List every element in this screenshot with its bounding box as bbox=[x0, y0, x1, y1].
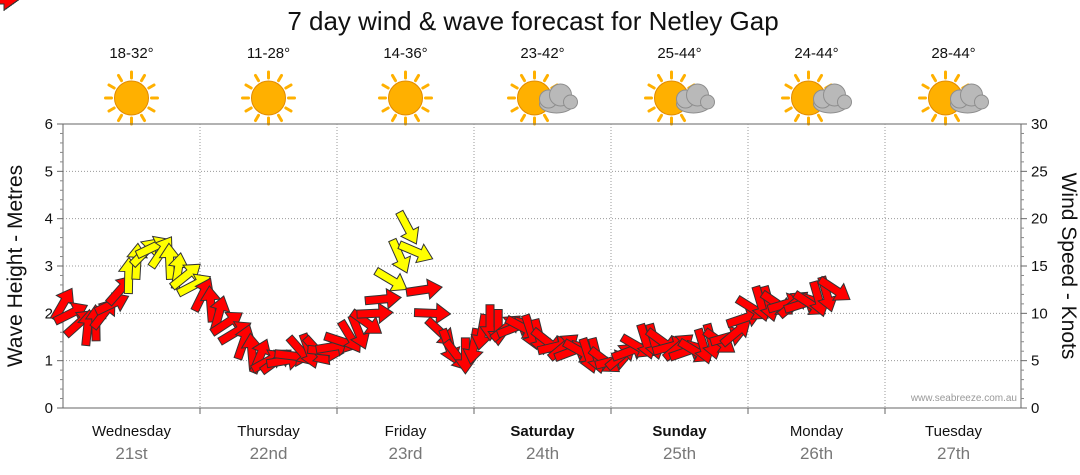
day-name: Saturday bbox=[510, 423, 575, 440]
day-date: 24th bbox=[526, 444, 559, 463]
day-date: 25th bbox=[663, 444, 696, 463]
gridlines bbox=[63, 124, 1021, 408]
partly-cloudy-icon bbox=[644, 70, 715, 126]
day-name: Sunday bbox=[652, 423, 707, 440]
left-tick-label: 2 bbox=[45, 305, 53, 322]
left-tick-label: 5 bbox=[45, 163, 53, 180]
wind-arrows bbox=[0, 0, 851, 376]
left-tick-label: 1 bbox=[45, 353, 53, 370]
day-name: Friday bbox=[385, 423, 427, 440]
day-temperature: 11-28° bbox=[247, 45, 290, 62]
day-header: 18-32° 11-28° 14-36° 23-42° 25-44° 24-44° 28-4… bbox=[104, 45, 989, 126]
wind-arrow bbox=[190, 277, 214, 313]
right-tick-label: 5 bbox=[1031, 353, 1039, 370]
partly-cloudy-icon bbox=[918, 70, 989, 126]
wind-arrow bbox=[373, 266, 408, 292]
right-tick-label: 15 bbox=[1031, 258, 1048, 275]
day-temperature: 18-32° bbox=[109, 45, 153, 62]
day-name: Wednesday bbox=[92, 423, 171, 440]
partly-cloudy-icon bbox=[781, 70, 852, 126]
partly-cloudy-icon bbox=[507, 70, 578, 126]
right-tick-label: 10 bbox=[1031, 305, 1048, 322]
right-tick-label: 30 bbox=[1031, 116, 1048, 133]
sun-icon bbox=[241, 70, 296, 126]
day-temperature: 14-36° bbox=[383, 45, 427, 62]
right-axis-ticks: 0 5 10 15 20 25 30 bbox=[1021, 116, 1048, 417]
wind-arrow bbox=[233, 323, 256, 361]
sun-icon bbox=[104, 70, 159, 126]
wind-arrow bbox=[347, 313, 371, 350]
day-footer: Wednesday 21st Thursday 22nd Friday 23rd Satur… bbox=[92, 408, 982, 463]
day-date: 27th bbox=[937, 444, 970, 463]
wind-arrow bbox=[397, 240, 434, 264]
wind-arrow bbox=[405, 278, 443, 301]
left-tick-label: 6 bbox=[45, 116, 53, 133]
sun-icon bbox=[378, 70, 433, 126]
wind-arrow bbox=[413, 302, 452, 325]
wind-arrow bbox=[356, 302, 394, 325]
right-tick-label: 20 bbox=[1031, 211, 1048, 228]
left-tick-label: 0 bbox=[45, 400, 53, 417]
day-temperature: 28-44° bbox=[931, 45, 975, 62]
day-temperature: 24-44° bbox=[794, 45, 838, 62]
day-date: 23rd bbox=[388, 444, 422, 463]
wind-arrow bbox=[719, 320, 751, 348]
watermark: www.seabreeze.com.au bbox=[910, 393, 1017, 404]
wind-arrow bbox=[388, 237, 412, 274]
wind-arrow bbox=[147, 236, 173, 270]
left-axis-title: Wave Height - Metres bbox=[4, 165, 27, 367]
plot-area: 0 1 2 3 4 5 6 0 5 10 15 20 25 30 www.seabreeze.com.a… bbox=[0, 0, 1048, 417]
left-tick-label: 4 bbox=[45, 211, 53, 228]
day-date: 21st bbox=[115, 444, 147, 463]
wind-arrow bbox=[168, 263, 201, 291]
left-tick-label: 3 bbox=[45, 258, 53, 275]
right-tick-label: 25 bbox=[1031, 163, 1048, 180]
day-name: Monday bbox=[790, 423, 844, 440]
chart-title: 7 day wind & wave forecast for Netley Ga… bbox=[287, 6, 778, 36]
wind-arrow bbox=[364, 287, 402, 310]
wind-arrow bbox=[816, 275, 851, 301]
wind-arrow bbox=[395, 209, 420, 245]
left-axis-ticks: 0 1 2 3 4 5 6 bbox=[45, 116, 63, 417]
day-date: 22nd bbox=[250, 444, 288, 463]
plot-frame bbox=[62, 123, 1022, 409]
day-temperature: 25-44° bbox=[657, 45, 701, 62]
day-name: Tuesday bbox=[925, 423, 982, 440]
wind-arrow bbox=[0, 0, 19, 11]
day-temperature: 23-42° bbox=[520, 45, 564, 62]
right-axis-title: Wind Speed - Knots bbox=[1057, 173, 1080, 360]
right-tick-label: 0 bbox=[1031, 400, 1039, 417]
wind-arrow bbox=[209, 311, 243, 337]
day-date: 26th bbox=[800, 444, 833, 463]
day-name: Thursday bbox=[237, 423, 300, 440]
